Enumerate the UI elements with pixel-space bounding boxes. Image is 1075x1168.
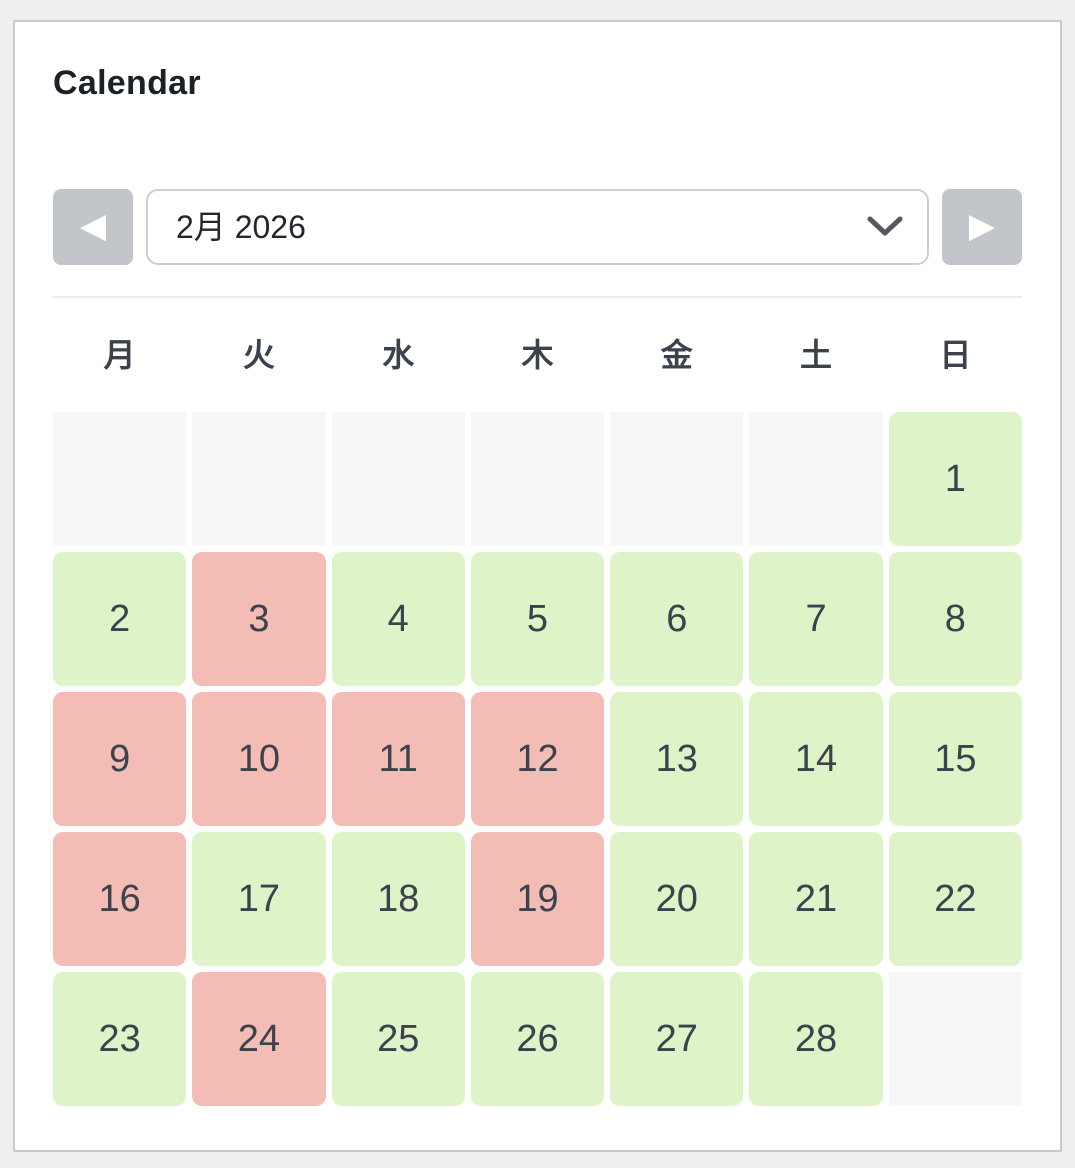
- empty-cell: [749, 412, 883, 546]
- day-cell[interactable]: 8: [888, 552, 1022, 686]
- divider: [53, 296, 1022, 298]
- calendar-grid: 1 2 3 4 5 6 7 8 9 10 11 12 13 14 15 16 17 18 19 20 21 22 23 24 2…: [53, 412, 1022, 1106]
- day-cell[interactable]: 24: [192, 972, 326, 1106]
- weekday-label: 火: [242, 337, 275, 373]
- day-cell[interactable]: 27: [610, 972, 744, 1106]
- day-cell[interactable]: 22: [888, 832, 1022, 966]
- weekday-label: 水: [382, 337, 415, 373]
- month-nav: ◀ 2月 2026 ▶: [53, 189, 1022, 265]
- weekday-label: 土: [800, 337, 833, 373]
- empty-cell: [610, 412, 744, 546]
- day-cell[interactable]: 5: [470, 552, 605, 686]
- day-cell[interactable]: 17: [192, 832, 326, 966]
- empty-cell: [470, 412, 605, 546]
- day-cell[interactable]: 26: [470, 972, 605, 1106]
- day-cell[interactable]: 13: [610, 692, 744, 826]
- weekday-label: 金: [660, 337, 693, 373]
- day-cell[interactable]: 1: [888, 412, 1022, 546]
- month-select-wrap: 2月 2026: [146, 189, 929, 265]
- day-cell[interactable]: 11: [331, 692, 465, 826]
- weekday-label: 木: [521, 337, 554, 373]
- day-cell[interactable]: 15: [888, 692, 1022, 826]
- card-title: Calendar: [53, 64, 201, 102]
- right-triangle-icon: ▶: [968, 207, 996, 245]
- day-cell[interactable]: 3: [192, 552, 326, 686]
- day-cell[interactable]: 23: [53, 972, 187, 1106]
- day-cell[interactable]: 28: [749, 972, 883, 1106]
- prev-month-button[interactable]: ◀: [53, 189, 133, 265]
- next-month-button[interactable]: ▶: [942, 189, 1022, 265]
- day-cell[interactable]: 7: [749, 552, 883, 686]
- calendar-card: Calendar ◀ 2月 2026 ▶ 月火水木金土日 1 2 3 4 5 6 7 8 9 10…: [13, 20, 1062, 1152]
- empty-cell: [53, 412, 187, 546]
- day-cell[interactable]: 16: [53, 832, 187, 966]
- day-cell[interactable]: 9: [53, 692, 187, 826]
- day-cell[interactable]: 18: [331, 832, 465, 966]
- weekday-label: 日: [939, 337, 972, 373]
- month-select[interactable]: 2月 2026: [146, 189, 929, 265]
- day-cell[interactable]: 25: [331, 972, 465, 1106]
- day-cell[interactable]: 19: [470, 832, 605, 966]
- day-cell[interactable]: 4: [331, 552, 465, 686]
- day-cell[interactable]: 21: [749, 832, 883, 966]
- day-cell[interactable]: 10: [192, 692, 326, 826]
- day-cell[interactable]: 14: [749, 692, 883, 826]
- day-cell[interactable]: 6: [610, 552, 744, 686]
- empty-cell: [192, 412, 326, 546]
- empty-cell: [888, 972, 1022, 1106]
- weekday-row: 月火水木金土日: [53, 336, 1022, 374]
- day-cell[interactable]: 20: [610, 832, 744, 966]
- empty-cell: [331, 412, 465, 546]
- day-cell[interactable]: 12: [470, 692, 605, 826]
- day-cell[interactable]: 2: [53, 552, 187, 686]
- left-triangle-icon: ◀: [79, 207, 107, 245]
- weekday-label: 月: [103, 337, 136, 373]
